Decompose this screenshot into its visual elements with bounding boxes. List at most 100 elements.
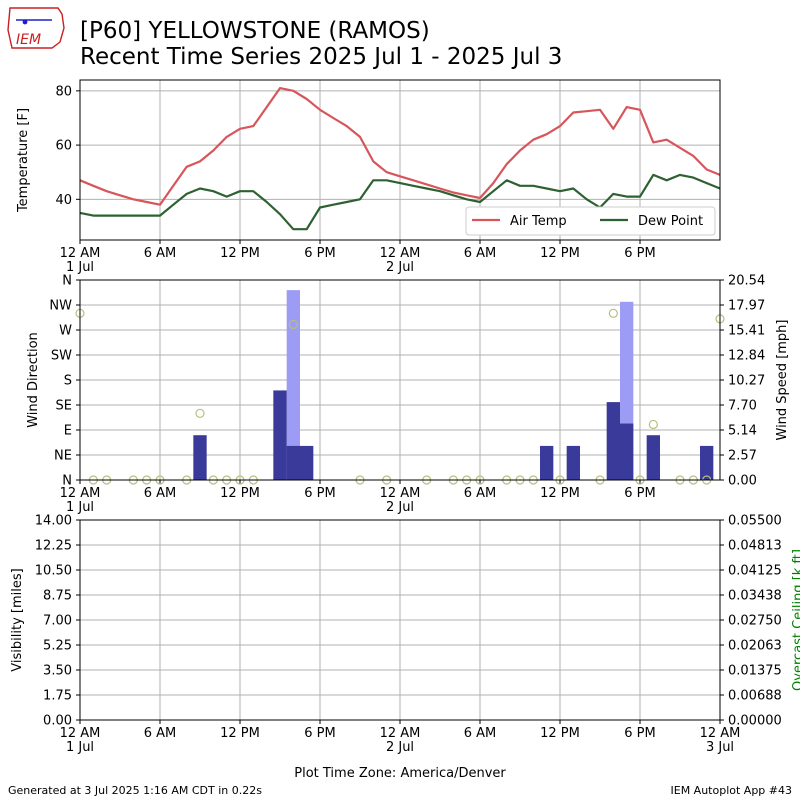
gust-bar [286, 290, 300, 480]
x-tick-label: 12 AM [380, 726, 421, 741]
direction-tick-label: NE [54, 449, 72, 464]
direction-marker [195, 408, 205, 418]
ceiling-tick-label: 0.00688 [728, 689, 782, 704]
speed-tick-label: 20.54 [728, 274, 765, 289]
ceiling-tick-label: 0.05500 [728, 514, 782, 529]
y-tick-label: 40 [55, 193, 72, 208]
x-tick-label: 12 PM [540, 246, 580, 261]
direction-marker [288, 319, 298, 330]
visibility-tick-label: 8.75 [43, 589, 72, 604]
x-tick-sublabel: 2 Jul [386, 740, 414, 755]
x-tick-sublabel: 1 Jul [66, 500, 94, 515]
direction-tick-label: N [62, 474, 72, 489]
x-tick-label: 12 PM [220, 246, 260, 261]
ceiling-tick-label: 0.01375 [728, 664, 782, 679]
legend-label: Dew Point [638, 214, 703, 229]
visibility-tick-label: 7.00 [43, 614, 72, 629]
x-tick-label: 6 AM [464, 726, 497, 741]
speed-bar [566, 445, 580, 480]
speed-tick-label: 7.70 [728, 399, 757, 414]
speed-bar [193, 435, 207, 480]
chart-title-period: Recent Time Series 2025 Jul 1 - 2025 Jul… [80, 44, 563, 70]
visibility-tick-label: 3.50 [43, 664, 72, 679]
speed-bar [300, 445, 314, 480]
x-tick-label: 6 AM [464, 246, 497, 261]
x-tick-label: 6 PM [304, 726, 335, 741]
speed-bar [273, 390, 287, 480]
speed-bar [286, 445, 300, 480]
ceiling-tick-label: 0.02063 [728, 639, 782, 654]
y-tick-label: 80 [55, 84, 72, 99]
x-tick-label: 12 PM [220, 726, 260, 741]
visibility-tick-label: 14.00 [35, 514, 72, 529]
iem-logo: IEM [7, 7, 65, 49]
visibility-panel: 0.00 1.75 3.50 5.25 7.00 8.75 10.50 12.25 14.00 0… [10, 514, 800, 756]
x-tick-label: 6 PM [624, 246, 655, 261]
x-axis-label: Plot Time Zone: America/Denver [294, 766, 506, 781]
generated-note: Generated at 3 Jul 2025 1:16 AM CDT in 0… [8, 784, 262, 797]
y-axis-label-right: Overcast Ceiling [k ft] [791, 549, 800, 691]
legend-box [465, 206, 716, 236]
x-tick-label: 12 AM [380, 246, 421, 261]
direction-tick-label: NW [49, 299, 72, 314]
x-tick-sublabel: 1 Jul [66, 740, 94, 755]
wind-panel: N NE E SE S SW W NW N 0.00 2.57 5.14 7.70 10.27 12.84 1… [26, 274, 790, 516]
x-tick-label: 6 PM [624, 486, 655, 501]
x-tick-label: 12 PM [540, 726, 580, 741]
speed-bar [620, 423, 634, 480]
speed-tick-label: 17.97 [728, 299, 765, 314]
speed-bar [540, 445, 554, 480]
x-tick-label: 12 AM [700, 726, 741, 741]
speed-bar [606, 402, 620, 480]
x-tick-label: 12 AM [60, 246, 101, 261]
x-tick-label: 12 PM [220, 486, 260, 501]
plot-frame [79, 79, 721, 241]
y-axis-label-left: Visibility [miles] [10, 568, 25, 671]
speed-bar [646, 435, 660, 480]
direction-tick-label: SW [51, 349, 72, 364]
ceiling-tick-label: 0.02750 [728, 614, 782, 629]
direction-tick-label: S [64, 374, 72, 389]
visibility-tick-label: 0.00 [43, 714, 72, 729]
legend: Air Temp Dew Point [465, 206, 716, 236]
legend-label: Air Temp [510, 214, 567, 229]
direction-tick-label: E [64, 424, 72, 439]
plot-frame [79, 519, 721, 721]
direction-marker [648, 419, 658, 430]
series-line-air-temp [79, 87, 721, 206]
y-axis-label: Temperature [F] [16, 108, 31, 213]
ceiling-tick-label: 0.04125 [728, 564, 782, 579]
speed-tick-label: 15.41 [728, 324, 765, 339]
ceiling-tick-label: 0.00000 [728, 714, 782, 729]
speed-tick-label: 10.27 [728, 374, 765, 389]
chart-title-station: [P60] YELLOWSTONE (RAMOS) [80, 18, 430, 44]
x-tick-label: 6 AM [144, 246, 177, 261]
plot-frame [79, 279, 721, 481]
logo-text: IEM [16, 32, 41, 48]
x-tick-label: 6 PM [624, 726, 655, 741]
ceiling-tick-label: 0.04813 [728, 539, 782, 554]
y-axis-label-right: Wind Speed [mph] [775, 320, 790, 441]
x-tick-label: 12 PM [540, 486, 580, 501]
speed-tick-label: 0.00 [728, 474, 757, 489]
x-tick-label: 6 AM [144, 726, 177, 741]
visibility-tick-label: 5.25 [43, 639, 72, 654]
speed-tick-label: 12.84 [728, 349, 765, 364]
x-tick-label: 6 AM [464, 486, 497, 501]
x-tick-label: 6 PM [304, 246, 335, 261]
speed-bar [700, 445, 714, 480]
visibility-tick-label: 1.75 [43, 689, 72, 704]
x-tick-label: 6 PM [304, 486, 335, 501]
speed-tick-label: 2.57 [728, 449, 757, 464]
y-tick-label: 60 [55, 139, 72, 154]
series-line-dew-point [79, 173, 721, 231]
x-tick-sublabel: 3 Jul [706, 740, 734, 755]
x-tick-label: 6 AM [144, 486, 177, 501]
visibility-tick-label: 10.50 [35, 564, 72, 579]
direction-tick-label: W [59, 324, 72, 339]
visibility-tick-label: 12.25 [35, 539, 72, 554]
x-tick-label: 12 AM [60, 486, 101, 501]
direction-marker [608, 308, 618, 318]
